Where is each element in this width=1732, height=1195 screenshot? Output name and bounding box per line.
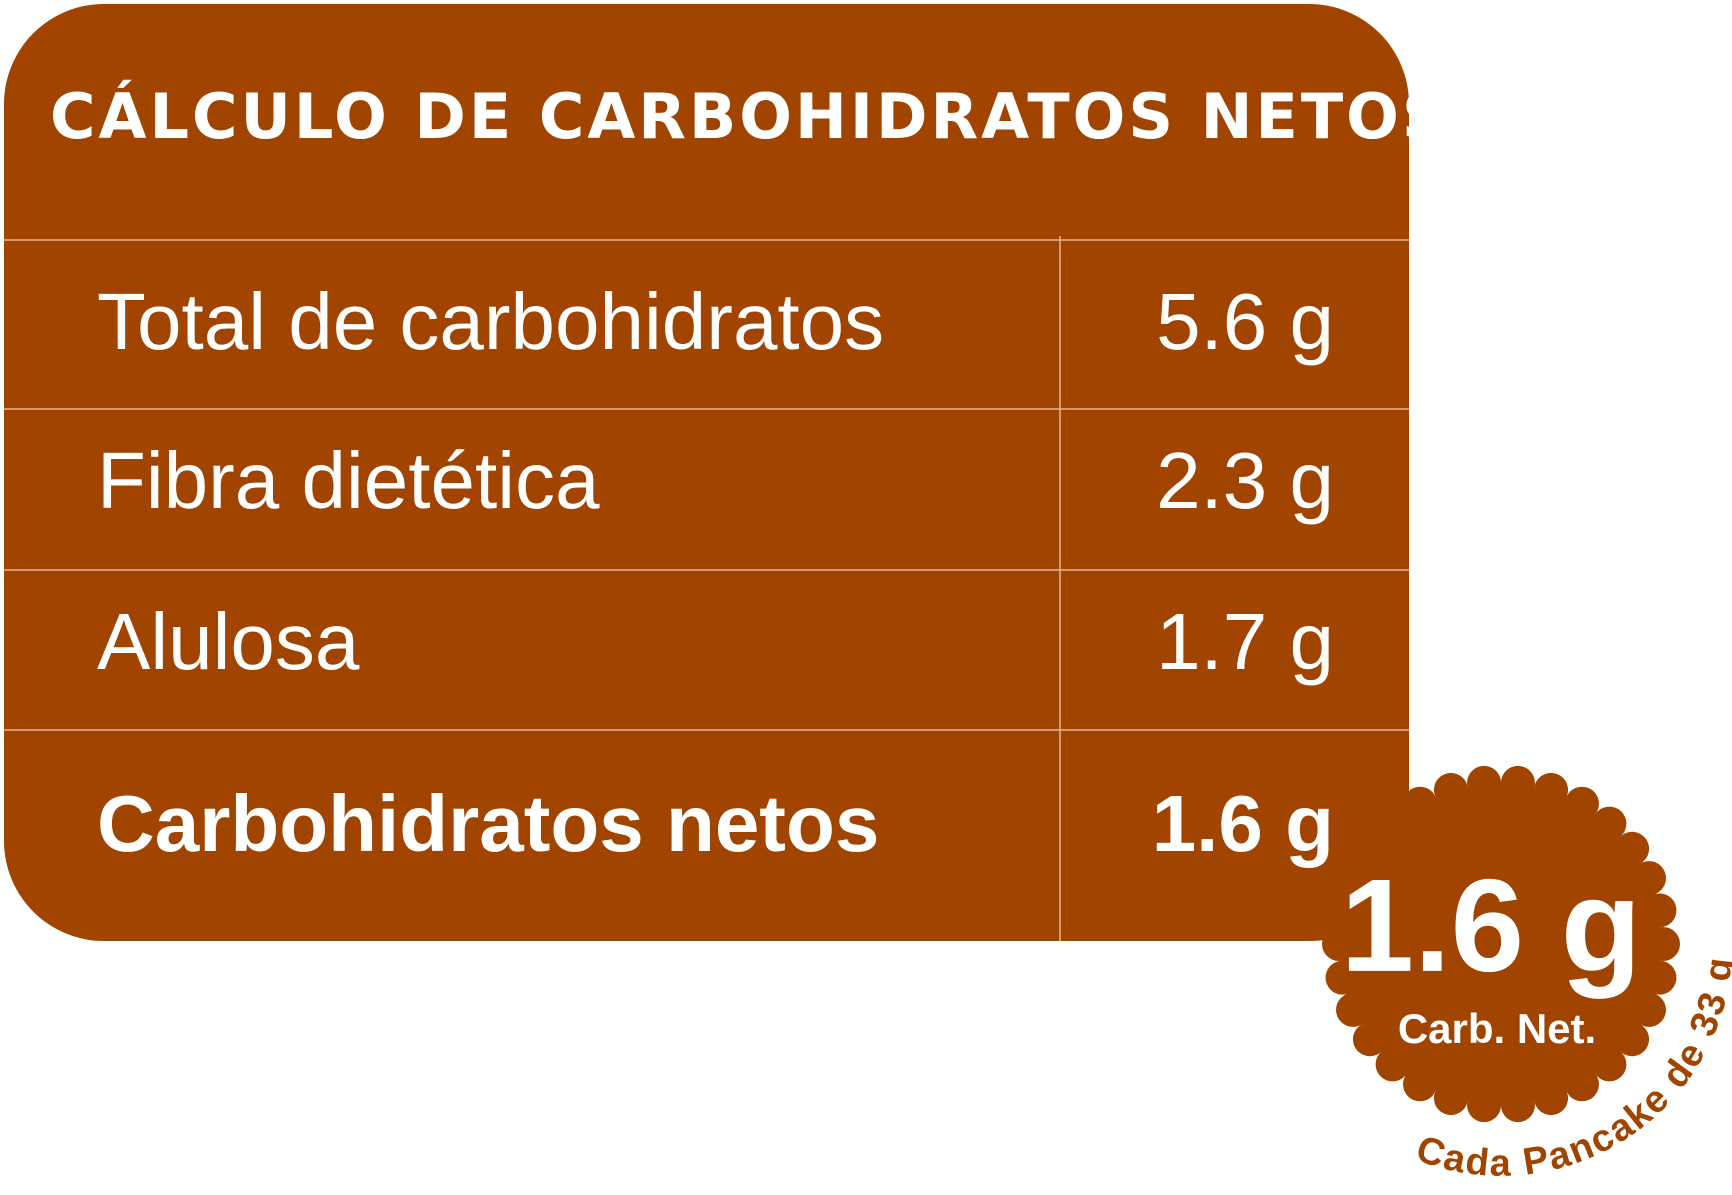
badge-scallop (1642, 893, 1677, 928)
badge-scallop (1352, 831, 1387, 866)
badge-scallop (1565, 786, 1599, 821)
row-value: 1.6 g (1152, 779, 1334, 868)
badge-body (1341, 784, 1661, 1104)
badge-scallop (1500, 1088, 1535, 1123)
badge-scallop (1336, 992, 1371, 1027)
row-value: 2.3 g (1156, 436, 1334, 525)
badge-scallop (1631, 992, 1666, 1027)
badge-scallop (1500, 765, 1535, 800)
badge-scallop (1642, 960, 1677, 995)
badge-scallop (1403, 1067, 1437, 1102)
row-label: Total de carbohidratos (97, 277, 884, 366)
badge-scallop (1592, 1047, 1627, 1082)
badge-value: 1.6 g (1341, 852, 1642, 999)
table: Total de carbohidratos 5.6 g Fibra dietéti… (97, 277, 1334, 868)
badge: 1.6 g Carb. Net. (1322, 765, 1680, 1123)
badge-scallop (1433, 1081, 1468, 1116)
badge-scallop (1403, 786, 1437, 821)
row-label: Alulosa (97, 597, 360, 686)
badge-scallop (1534, 1081, 1569, 1116)
badge-scallop (1631, 861, 1666, 896)
row-label: Fibra dietética (97, 436, 600, 525)
badge-scallop (1646, 927, 1680, 961)
badge-scallop (1375, 806, 1410, 841)
badge-scallop (1375, 1047, 1410, 1082)
badge-scallop (1615, 831, 1650, 866)
row-value: 5.6 g (1156, 277, 1334, 366)
badge-scallop (1352, 1022, 1387, 1057)
badge-scallop (1534, 772, 1569, 807)
title: CÁLCULO DE CARBOHIDRATOS NETOS (50, 80, 1449, 153)
badge-scallop (1433, 772, 1468, 807)
badge-scallop (1336, 861, 1371, 896)
badge-scallop (1322, 927, 1356, 961)
badge-scallop (1592, 806, 1627, 841)
row-value: 1.7 g (1156, 597, 1334, 686)
badge-scallop (1467, 765, 1502, 800)
table-panel (4, 4, 1409, 941)
badge-label: Carb. Net. (1398, 1005, 1596, 1052)
badge-scallop (1565, 1067, 1599, 1102)
row-label: Carbohidratos netos (97, 779, 879, 868)
badge-scallop (1615, 1022, 1650, 1057)
badge-scallop (1325, 960, 1360, 995)
badge-scallop (1325, 893, 1360, 928)
badge-scallop (1467, 1088, 1502, 1123)
